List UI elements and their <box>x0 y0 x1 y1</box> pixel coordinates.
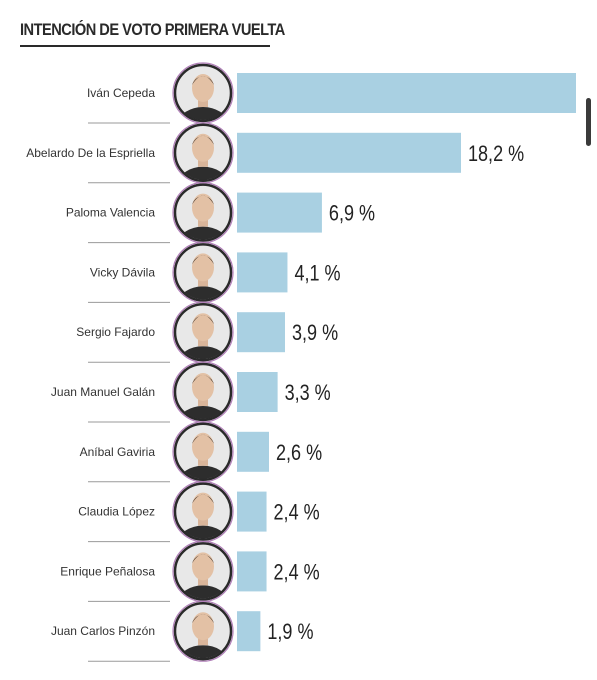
title-underline <box>20 45 270 47</box>
bar <box>237 252 288 293</box>
candidate-name: Abelardo De la Espriella <box>26 146 155 160</box>
candidate-photo <box>176 66 230 120</box>
candidate-photo <box>176 365 230 419</box>
avatar-ring <box>173 63 233 123</box>
scrollbar[interactable] <box>586 98 591 146</box>
bar <box>237 132 461 173</box>
candidate-name: Sergio Fajardo <box>76 325 155 339</box>
candidate-photo <box>176 125 230 180</box>
avatar-ring <box>173 542 233 601</box>
value-label: 6,9 % <box>329 202 375 226</box>
bar <box>237 73 576 113</box>
candidate-photo <box>176 544 230 599</box>
candidate-name: Paloma Valencia <box>66 206 155 220</box>
avatar-ring <box>173 601 233 661</box>
bar <box>237 551 267 592</box>
value-label: 1,9 % <box>267 621 313 645</box>
bar <box>237 611 261 652</box>
bar <box>237 372 278 412</box>
avatar-ring <box>173 422 233 482</box>
candidate-name: Juan Carlos Pinzón <box>51 624 155 638</box>
value-label: 3,9 % <box>292 322 338 346</box>
avatar-ring <box>173 482 233 541</box>
value-label: 3,3 % <box>285 381 331 405</box>
value-label: 2,4 % <box>274 561 320 585</box>
bar <box>237 192 322 233</box>
value-label: 4,1 % <box>294 262 340 286</box>
avatar-ring <box>173 302 233 362</box>
value-label: 2,4 % <box>274 501 320 525</box>
avatar-ring <box>173 362 233 422</box>
avatar-outline <box>172 600 234 662</box>
bar <box>237 431 269 472</box>
avatar-ring <box>173 123 233 183</box>
candidate-name: Claudia López <box>78 505 155 519</box>
candidate-photo <box>176 604 230 659</box>
candidate-photo <box>176 424 230 479</box>
candidate-photo <box>176 305 230 360</box>
candidate-name: Vicky Dávila <box>90 265 155 279</box>
candidate-name: Enrique Peñalosa <box>60 564 155 578</box>
value-label: 18,2 % <box>468 142 524 166</box>
candidate-photo <box>176 484 230 539</box>
value-label: 2,6 % <box>276 441 322 465</box>
candidate-photo <box>176 245 230 300</box>
candidate-name: Iván Cepeda <box>87 86 155 100</box>
avatar-ring <box>173 243 233 302</box>
candidate-name: Aníbal Gaviria <box>80 445 156 459</box>
chart-title: INTENCIÓN DE VOTO PRIMERA VUELTA <box>20 20 285 39</box>
bar <box>237 491 267 532</box>
candidate-photo <box>176 185 230 240</box>
candidate-name: Juan Manuel Galán <box>51 385 155 399</box>
avatar-ring <box>173 183 233 242</box>
bar <box>237 312 285 353</box>
